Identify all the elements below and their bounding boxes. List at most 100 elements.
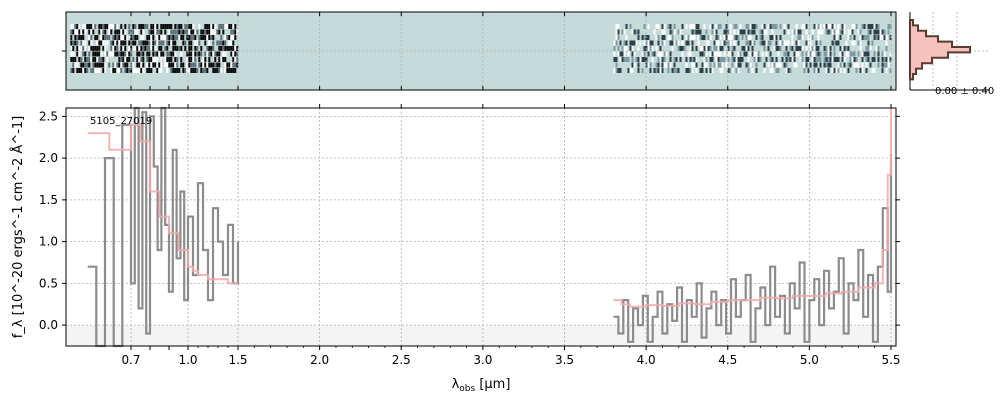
spectrum-2d-pixel: [755, 35, 758, 40]
spectrum-2d-pixel: [673, 68, 676, 73]
spectrum-2d-pixel: [739, 51, 742, 57]
spectrum-2d-pixel: [162, 35, 165, 40]
spectrum-2d-pixel: [715, 57, 718, 62]
spectrum-2d-pixel: [809, 40, 812, 46]
spectrum-2d-pixel: [885, 57, 888, 62]
spectrum-2d-pixel: [136, 35, 139, 40]
spectrum-2d-pixel: [114, 62, 117, 68]
spectrum-2d-pixel: [757, 51, 760, 57]
spectrum-2d-pixel: [176, 57, 179, 62]
spectrum-2d-pixel: [725, 29, 728, 35]
spectrum-2d-pixel: [871, 40, 874, 46]
spectrum-2d-pixel: [212, 35, 215, 40]
spectrum-2d-pixel: [74, 35, 77, 40]
spectrum-2d-pixel: [154, 46, 157, 51]
spectrum-2d-pixel: [873, 35, 876, 40]
spectrum-2d-pixel: [142, 24, 145, 29]
spectrum-2d-pixel: [733, 40, 736, 46]
spectrum-2d-pixel: [120, 46, 123, 51]
spectrum-2d-pixel: [685, 68, 688, 73]
spectrum-2d-pixel: [134, 68, 137, 73]
spectrum-2d-pixel: [681, 40, 684, 46]
spectrum-2d-pixel: [861, 24, 864, 29]
spectrum-2d-pixel: [735, 24, 738, 29]
spectrum-2d-pixel: [112, 35, 115, 40]
spectrum-2d-pixel: [691, 46, 694, 51]
spectrum-2d-pixel: [649, 62, 652, 68]
spectrum-2d-pixel: [661, 35, 664, 40]
spectrum-2d-pixel: [168, 62, 171, 68]
spectrum-2d-pixel: [150, 62, 153, 68]
spectrum-2d-pixel: [184, 46, 187, 51]
spectrum-2d-pixel: [733, 24, 736, 29]
spectrum-2d-pixel: [108, 29, 111, 35]
spectrum-2d-pixel: [773, 24, 776, 29]
spectrum-2d-pixel: [180, 62, 183, 68]
spectrum-2d-pixel: [769, 57, 772, 62]
spectrum-2d-pixel: [721, 46, 724, 51]
spectrum-2d-pixel: [228, 46, 231, 51]
spectrum-2d-pixel: [196, 40, 199, 46]
spectrum-2d-pixel: [160, 35, 163, 40]
x-tick-label: 4.0: [637, 353, 656, 367]
spectrum-2d-pixel: [76, 51, 79, 57]
spectrum-2d-pixel: [777, 62, 780, 68]
spectrum-2d-pixel: [717, 35, 720, 40]
spectrum-2d-pixel: [855, 24, 858, 29]
spectrum-2d-pixel: [230, 35, 233, 40]
spectrum-2d-pixel: [715, 46, 718, 51]
spectrum-2d-pixel: [763, 46, 766, 51]
spectrum-2d-pixel: [110, 46, 113, 51]
spectrum-2d-pixel: [853, 57, 856, 62]
spectrum-2d-pixel: [70, 35, 73, 40]
spectrum-2d-pixel: [206, 29, 209, 35]
spectrum-2d-pixel: [234, 51, 237, 57]
spectrum-2d-pixel: [669, 29, 672, 35]
spectrum-2d-pixel: [823, 62, 826, 68]
spectrum-2d-pixel: [208, 57, 211, 62]
spectrum-2d-pixel: [875, 29, 878, 35]
spectrum-2d-pixel: [106, 51, 109, 57]
spectrum-2d-pixel: [98, 68, 101, 73]
spectrum-2d-pixel: [104, 68, 107, 73]
spectrum-2d-pixel: [182, 35, 185, 40]
spectrum-2d-pixel: [629, 46, 632, 51]
spectrum-2d-pixel: [178, 46, 181, 51]
spectrum-2d-pixel: [102, 57, 105, 62]
spectrum-2d-pixel: [118, 29, 121, 35]
spectrum-2d-pixel: [737, 35, 740, 40]
spectrum-2d-pixel: [186, 35, 189, 40]
spectrum-2d-pixel: [230, 68, 233, 73]
spectrum-2d-pixel: [689, 35, 692, 40]
spectrum-2d-pixel: [186, 62, 189, 68]
histogram-bars: [909, 12, 990, 91]
spectrum-2d-pixel: [749, 40, 752, 46]
spectrum-2d-pixel: [198, 62, 201, 68]
spectrum-2d-pixel: [174, 46, 177, 51]
spectrum-2d-pixel: [867, 51, 870, 57]
spectrum-2d-pixel: [190, 29, 193, 35]
spectrum-2d-pixel: [194, 35, 197, 40]
spectrum-2d-pixel: [116, 68, 119, 73]
spectrum-2d-pixel: [164, 24, 167, 29]
spectrum-2d-pixel: [196, 51, 199, 57]
spectrum-2d-pixel: [875, 35, 878, 40]
spectrum-2d-pixel: [651, 57, 654, 62]
spectrum-2d-pixel: [699, 29, 702, 35]
spectrum-2d-pixel: [170, 51, 173, 57]
spectrum-2d-pixel: [855, 68, 858, 73]
spectrum-2d-pixel: [835, 57, 838, 62]
spectrum-2d-pixel: [671, 68, 674, 73]
spectrum-2d-pixel: [797, 46, 800, 51]
spectrum-2d-pixel: [156, 29, 159, 35]
spectrum-2d-pixel: [192, 51, 195, 57]
spectrum-2d-pixel: [136, 29, 139, 35]
spectrum-2d-pixel: [767, 62, 770, 68]
spectrum-2d-pixel: [96, 62, 99, 68]
spectrum-2d-pixel: [134, 46, 137, 51]
spectrum-2d-pixel: [819, 40, 822, 46]
spectrum-2d-pixel: [140, 24, 143, 29]
spectrum-2d-pixel: [160, 62, 163, 68]
spectrum-2d-pixel: [98, 40, 101, 46]
spectrum-2d-pixel: [102, 35, 105, 40]
